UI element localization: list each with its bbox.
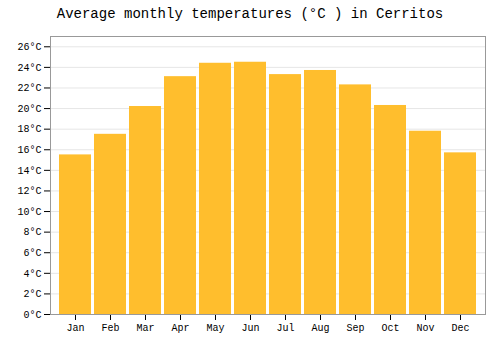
svg-text:Oct: Oct bbox=[381, 323, 399, 334]
svg-text:4°C: 4°C bbox=[23, 269, 41, 280]
svg-text:18°C: 18°C bbox=[17, 124, 41, 135]
svg-text:Jul: Jul bbox=[276, 323, 294, 334]
svg-text:0°C: 0°C bbox=[23, 310, 41, 321]
svg-text:26°C: 26°C bbox=[17, 42, 41, 53]
svg-text:14°C: 14°C bbox=[17, 166, 41, 177]
svg-text:Nov: Nov bbox=[416, 323, 434, 334]
svg-text:Dec: Dec bbox=[451, 323, 469, 334]
svg-text:6°C: 6°C bbox=[23, 248, 41, 259]
svg-text:Jan: Jan bbox=[66, 323, 84, 334]
svg-text:Aug: Aug bbox=[311, 323, 329, 334]
html-text:Average monthly temperatures (: Average monthly temperatures (°C ) in Ce… bbox=[56, 6, 444, 22]
svg-text:Jun: Jun bbox=[241, 323, 259, 334]
svg-text:Mar: Mar bbox=[136, 323, 154, 334]
svg-text:24°C: 24°C bbox=[17, 63, 41, 74]
svg-text:May: May bbox=[206, 323, 224, 334]
svg-text:Apr: Apr bbox=[171, 323, 189, 334]
svg-text:20°C: 20°C bbox=[17, 104, 41, 115]
svg-text:Feb: Feb bbox=[101, 323, 119, 334]
svg-text:22°C: 22°C bbox=[17, 83, 41, 94]
svg-text:8°C: 8°C bbox=[23, 227, 41, 238]
svg-text:Sep: Sep bbox=[346, 323, 364, 334]
svg-text:12°C: 12°C bbox=[17, 186, 41, 197]
svg-text:10°C: 10°C bbox=[17, 207, 41, 218]
svg-text:2°C: 2°C bbox=[23, 289, 41, 300]
svg-text:16°C: 16°C bbox=[17, 145, 41, 156]
